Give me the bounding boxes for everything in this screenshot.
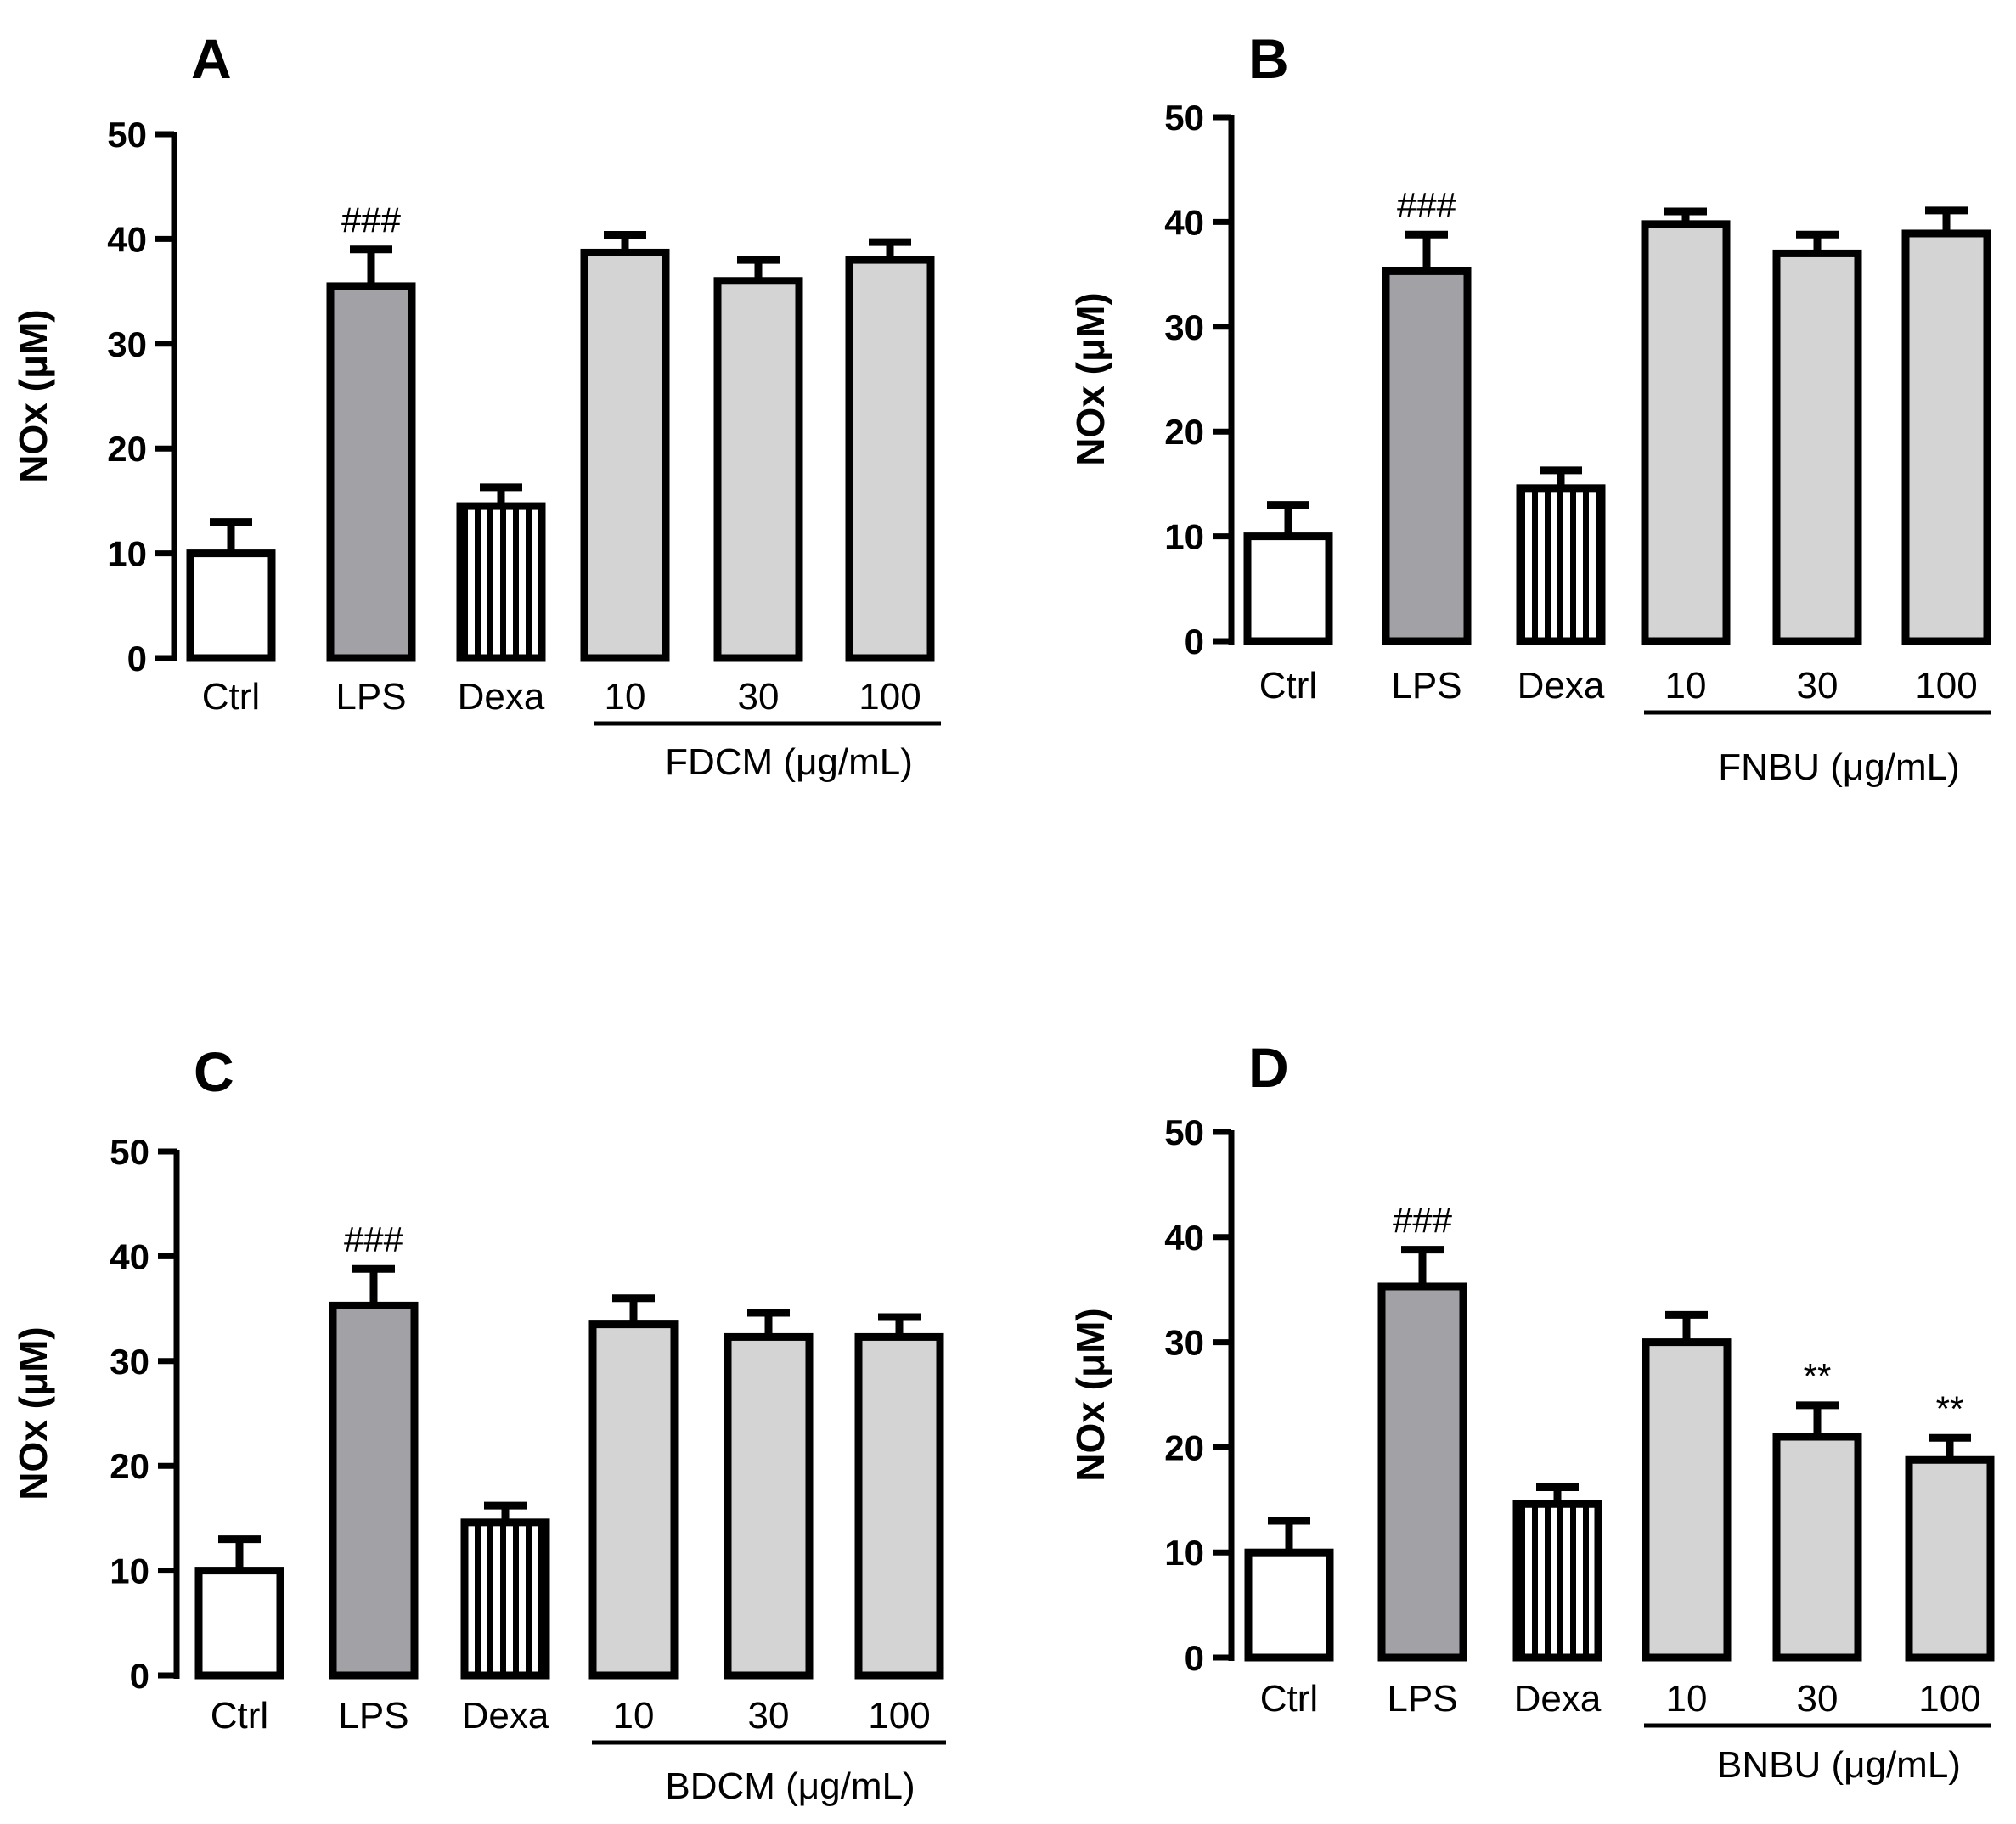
x-tick-label: LPS bbox=[1387, 1678, 1457, 1720]
x-tick-label: 10 bbox=[1666, 1678, 1708, 1720]
y-tick-label: 0 bbox=[1185, 622, 1204, 661]
y-tick-label: 0 bbox=[127, 639, 147, 678]
y-tick-label: 40 bbox=[1164, 1218, 1204, 1258]
x-tick-label: Dexa bbox=[1514, 1678, 1602, 1720]
x-tick-label: Dexa bbox=[458, 676, 545, 718]
x-tick-label: Ctrl bbox=[1260, 1678, 1318, 1720]
bar bbox=[186, 549, 276, 662]
x-tick-label: LPS bbox=[335, 676, 406, 718]
x-tick-label: 30 bbox=[748, 1695, 790, 1737]
group-label: FNBU (μg/mL) bbox=[1718, 746, 1959, 788]
bar bbox=[580, 248, 670, 662]
bar bbox=[1377, 1282, 1467, 1662]
x-tick-label: 100 bbox=[859, 676, 921, 718]
y-tick-label: 20 bbox=[1164, 1427, 1204, 1467]
y-axis-label: NOx (μM) bbox=[11, 1326, 55, 1500]
x-tick-label: Dexa bbox=[1518, 665, 1605, 707]
significance-marker: ### bbox=[344, 1219, 404, 1259]
bar bbox=[713, 277, 803, 662]
x-tick-label: 100 bbox=[1918, 1678, 1980, 1720]
bar bbox=[460, 1518, 550, 1680]
y-tick-label: 50 bbox=[1164, 1112, 1204, 1152]
bar bbox=[854, 1332, 944, 1680]
y-tick-label: 20 bbox=[110, 1446, 149, 1486]
bar bbox=[1642, 1338, 1732, 1662]
x-tick-label: 100 bbox=[868, 1695, 930, 1737]
y-tick-label: 40 bbox=[107, 219, 147, 259]
y-tick-label: 10 bbox=[1164, 1533, 1204, 1573]
bar bbox=[1772, 1433, 1862, 1662]
bar bbox=[1516, 484, 1606, 645]
x-tick-label: Ctrl bbox=[202, 676, 260, 718]
bar bbox=[1901, 229, 1991, 645]
y-axis-label: NOx (μM) bbox=[11, 309, 55, 482]
y-tick-label: 20 bbox=[107, 429, 147, 469]
y-axis-label: NOx (μM) bbox=[1068, 1308, 1112, 1481]
x-tick-label: 10 bbox=[605, 676, 646, 718]
y-tick-label: 30 bbox=[110, 1342, 149, 1382]
panel-d: D NOx (μM) 0 10 20 30 40 50 Ctrl LPS ### Dexa 10 30 **… bbox=[1068, 1036, 1995, 1786]
bar bbox=[194, 1567, 284, 1680]
y-tick-label: 40 bbox=[110, 1236, 149, 1276]
bar bbox=[845, 256, 935, 662]
y-tick-label: 10 bbox=[110, 1551, 149, 1591]
bar bbox=[724, 1332, 814, 1680]
bar bbox=[1772, 249, 1862, 645]
x-tick-label: 30 bbox=[1797, 1678, 1839, 1720]
panel-a: A NOx (μM) 0 10 20 30 40 50 Ctrl LPS ### Dexa 10 30 10… bbox=[11, 27, 941, 783]
bar bbox=[588, 1320, 679, 1680]
bar bbox=[1641, 220, 1731, 645]
y-tick-label: 30 bbox=[1164, 307, 1204, 347]
group-label: FDCM (μg/mL) bbox=[665, 741, 913, 783]
bar bbox=[1382, 267, 1472, 645]
y-tick-label: 20 bbox=[1164, 412, 1204, 452]
x-tick-label: Ctrl bbox=[211, 1695, 268, 1737]
y-axis-label: NOx (μM) bbox=[1068, 292, 1112, 465]
y-tick-label: 10 bbox=[107, 534, 147, 574]
bar bbox=[326, 282, 416, 662]
x-tick-label: Dexa bbox=[462, 1695, 549, 1737]
y-tick-label: 40 bbox=[1164, 202, 1204, 242]
group-label: BNBU (μg/mL) bbox=[1717, 1744, 1961, 1786]
x-tick-label: 30 bbox=[1797, 665, 1839, 707]
bar bbox=[1243, 532, 1333, 645]
bar bbox=[1905, 1455, 1995, 1662]
y-tick-label: 50 bbox=[107, 115, 147, 155]
panel-letter: B bbox=[1248, 27, 1289, 90]
significance-marker: ** bbox=[1804, 1356, 1832, 1396]
y-tick-label: 50 bbox=[110, 1132, 149, 1172]
panel-letter: A bbox=[191, 27, 232, 90]
panel-b: B NOx (μM) 0 10 20 30 40 50 Ctrl LPS ### Dexa 10 30 10… bbox=[1068, 27, 1991, 788]
x-tick-label: Ctrl bbox=[1259, 665, 1317, 707]
x-tick-label: 10 bbox=[1665, 665, 1707, 707]
bar bbox=[456, 502, 546, 662]
y-tick-label: 10 bbox=[1164, 517, 1204, 557]
group-label: BDCM (μg/mL) bbox=[665, 1765, 915, 1807]
significance-marker: ** bbox=[1936, 1388, 1964, 1428]
y-tick-label: 50 bbox=[1164, 98, 1204, 138]
x-tick-label: LPS bbox=[338, 1695, 408, 1737]
y-tick-label: 30 bbox=[1164, 1323, 1204, 1363]
bar bbox=[1512, 1500, 1602, 1662]
significance-marker: ### bbox=[341, 200, 402, 240]
panel-letter: C bbox=[194, 1040, 234, 1103]
significance-marker: ### bbox=[1393, 1201, 1453, 1241]
x-tick-label: 10 bbox=[613, 1695, 655, 1737]
x-tick-label: 100 bbox=[1915, 665, 1977, 707]
significance-marker: ### bbox=[1397, 185, 1457, 225]
bar bbox=[329, 1301, 419, 1680]
bar bbox=[1244, 1548, 1334, 1662]
y-tick-label: 30 bbox=[107, 324, 147, 364]
y-tick-label: 0 bbox=[130, 1656, 149, 1696]
panel-letter: D bbox=[1248, 1036, 1289, 1099]
y-tick-label: 0 bbox=[1185, 1638, 1204, 1678]
x-tick-label: LPS bbox=[1391, 665, 1461, 707]
x-tick-label: 30 bbox=[738, 676, 780, 718]
panel-c: C NOx (μM) 0 10 20 30 40 50 Ctrl LPS ### Dexa 10 30 10… bbox=[11, 1040, 946, 1807]
